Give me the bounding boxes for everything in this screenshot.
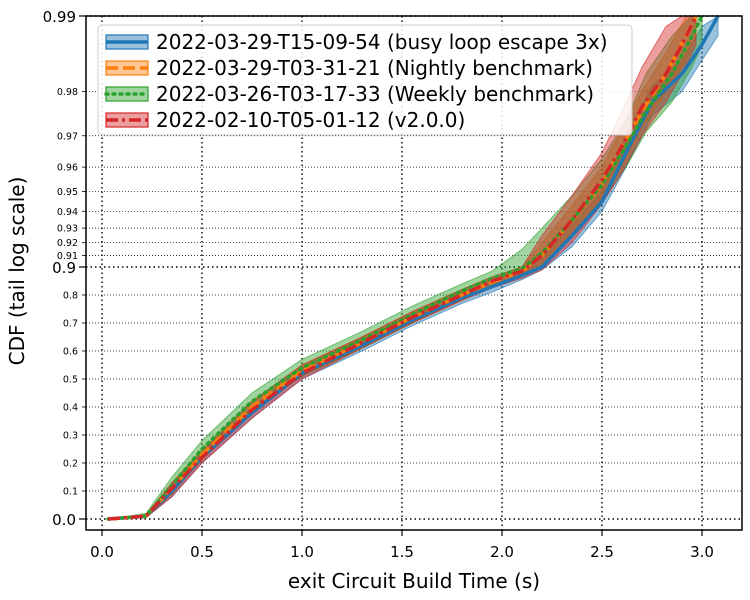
y-minor-tick-label: 0.8 bbox=[63, 291, 78, 302]
y-major-tick-label: 0.9 bbox=[52, 259, 76, 277]
plot-frame bbox=[85, 15, 743, 531]
series-lines bbox=[106, 14, 720, 521]
legend-label: 2022-03-26-T03-17-33 (Weekly benchmark) bbox=[156, 82, 594, 106]
x-tick-label: 0.5 bbox=[190, 543, 214, 561]
x-axis-ticks: 0.0 0.5 1.0 1.5 2.0 2.5 3.0 bbox=[90, 530, 714, 561]
line-series-3 bbox=[106, 14, 704, 521]
legend-label: 2022-03-29-T15-09-54 (busy loop escape 3… bbox=[156, 30, 608, 54]
y-axis-ticks: 0.0 0.9 0.99 0.1 0.2 0.3 0.4 0.5 0.6 0.7 0.8 0.91 0.… bbox=[43, 8, 86, 529]
x-tick-label: 3.0 bbox=[690, 543, 714, 561]
x-axis-label: exit Circuit Build Time (s) bbox=[288, 569, 540, 593]
y-minor-tick-label: 0.4 bbox=[63, 403, 78, 414]
y-major-tick-label: 0.0 bbox=[52, 511, 76, 529]
y-minor-tick-label: 0.96 bbox=[57, 163, 78, 174]
y-major-tick-label: 0.99 bbox=[43, 8, 76, 26]
y-minor-tick-label: 0.2 bbox=[63, 459, 78, 470]
y-minor-tick-label: 0.97 bbox=[57, 131, 78, 142]
y-minor-tick-label: 0.98 bbox=[57, 87, 78, 98]
legend-label: 2022-03-29-T03-31-21 (Nightly benchmark) bbox=[156, 56, 593, 80]
y-minor-tick-label: 0.7 bbox=[63, 319, 78, 330]
legend: 2022-03-29-T15-09-54 (busy loop escape 3… bbox=[97, 24, 633, 136]
line-series-4 bbox=[107, 15, 698, 521]
y-minor-tick-label: 0.3 bbox=[63, 431, 78, 442]
x-tick-label: 2.0 bbox=[490, 543, 514, 561]
legend-box bbox=[97, 24, 633, 136]
y-minor-tick-label: 0.1 bbox=[63, 487, 78, 498]
y-minor-tick-label: 0.93 bbox=[57, 224, 78, 235]
y-minor-tick-label: 0.92 bbox=[57, 238, 78, 249]
legend-label: 2022-02-10-T05-01-12 (v2.0.0) bbox=[156, 108, 465, 132]
x-tick-label: 2.5 bbox=[590, 543, 614, 561]
x-tick-label: 0.0 bbox=[90, 543, 114, 561]
y-minor-tick-label: 0.6 bbox=[63, 347, 78, 358]
y-minor-tick-label: 0.95 bbox=[57, 187, 78, 198]
x-tick-label: 1.0 bbox=[290, 543, 314, 561]
y-minor-tick-label: 0.91 bbox=[57, 251, 78, 262]
y-minor-tick-label: 0.5 bbox=[63, 375, 78, 386]
x-tick-label: 1.5 bbox=[390, 543, 414, 561]
y-axis-label: CDF (tail log scale) bbox=[5, 177, 29, 366]
y-minor-tick-label: 0.94 bbox=[57, 207, 78, 218]
